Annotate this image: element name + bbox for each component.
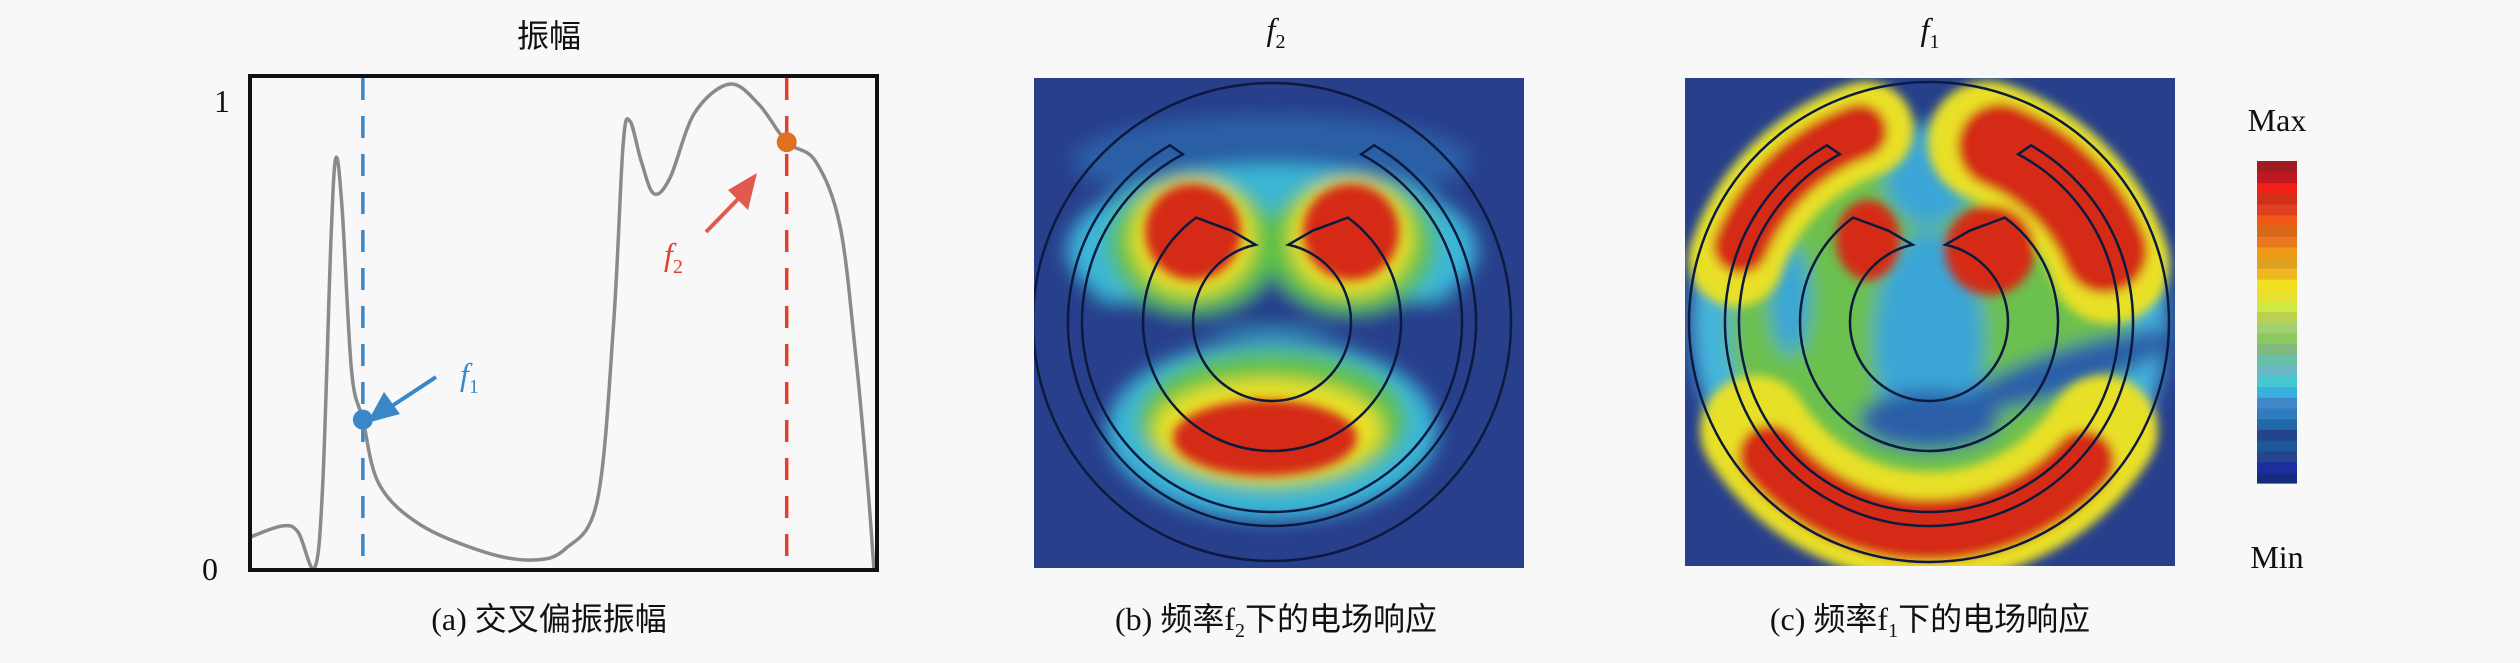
panel-a-amplitude-chart: 振幅 1 0 (a) 交叉偏振振幅 f1 f2 <box>202 18 879 637</box>
panel-a-caption: (a) 交叉偏振振幅 <box>431 601 667 637</box>
colorbar-swatch <box>2257 418 2297 430</box>
colorbar-swatch <box>2257 214 2297 226</box>
colorbar-swatch <box>2257 472 2297 484</box>
f2-label: f2 <box>664 236 683 278</box>
colorbar: Max Min <box>2248 102 2307 575</box>
plot-frame <box>248 74 879 572</box>
colorbar-swatch <box>2257 461 2297 473</box>
colorbar-swatch <box>2257 429 2297 441</box>
colorbar-swatch <box>2257 375 2297 387</box>
y-tick-label-1: 1 <box>214 83 230 119</box>
colorbar-swatch <box>2257 203 2297 216</box>
colorbar-swatch <box>2257 450 2297 463</box>
panel-b-title: f2 <box>1267 11 1286 53</box>
colorbar-swatch <box>2257 182 2297 194</box>
colorbar-swatch <box>2257 354 2297 366</box>
panel-c-field-map: f1 (c) 频率f1下的电场响应 <box>1685 11 2175 642</box>
split-ring-inner <box>1141 216 1403 453</box>
colorbar-swatch <box>2257 440 2297 452</box>
split-ring-outer <box>1723 143 2135 528</box>
panel-a-title: 振幅 <box>517 18 581 54</box>
colorbar-swatch <box>2257 289 2297 302</box>
colorbar-swatch <box>2257 225 2297 237</box>
field-band-red <box>1738 424 2115 561</box>
colorbar-swatch <box>2257 268 2297 280</box>
panel-c-title: f1 <box>1921 11 1940 53</box>
field-hotspot <box>1945 205 2035 295</box>
colorbar-min-label: Min <box>2250 539 2303 575</box>
colorbar-swatch <box>2257 364 2297 377</box>
colorbar-swatch <box>2257 332 2297 345</box>
y-tick-label-0: 0 <box>202 551 218 587</box>
panel-b-field-map: f2 (b) 频率f2下的电场响应 <box>1034 11 1524 642</box>
f1-arrow <box>367 375 438 423</box>
f2-arrow <box>704 173 757 234</box>
point-f2 <box>776 132 797 153</box>
panel-c-caption: (c) 频率f1下的电场响应 <box>1770 601 2090 642</box>
colorbar-swatch <box>2257 236 2297 248</box>
colorbar-swatch <box>2257 161 2297 173</box>
amplitude-curve <box>249 82 876 571</box>
heatmap-c <box>1685 78 2175 566</box>
colorbar-swatch <box>2257 397 2297 409</box>
colorbar-swatch <box>2257 407 2297 420</box>
outer-ring <box>1687 80 2171 564</box>
heatmap-b <box>1034 78 1524 568</box>
colorbar-swatch <box>2257 257 2297 269</box>
point-f1 <box>352 409 373 430</box>
panel-b-caption: (b) 频率f2下的电场响应 <box>1115 601 1437 642</box>
colorbar-swatch <box>2257 246 2297 259</box>
field-hotspot <box>1836 200 1900 280</box>
colorbar-swatch <box>2257 171 2297 184</box>
outer-ring <box>1034 81 1513 563</box>
f1-label: f1 <box>460 356 479 398</box>
split-ring-outer <box>1066 143 1478 528</box>
colorbar-swatch <box>2257 300 2297 312</box>
split-ring-inner <box>1798 216 2060 453</box>
colorbar-swatch <box>2257 193 2297 205</box>
colorbar-swatch <box>2257 386 2297 398</box>
colorbar-swatch <box>2257 279 2297 291</box>
colorbar-swatch <box>2257 322 2297 334</box>
colorbar-swatch <box>2257 343 2297 355</box>
colorbar-max-label: Max <box>2248 102 2307 138</box>
colorbar-swatch <box>2257 311 2297 323</box>
